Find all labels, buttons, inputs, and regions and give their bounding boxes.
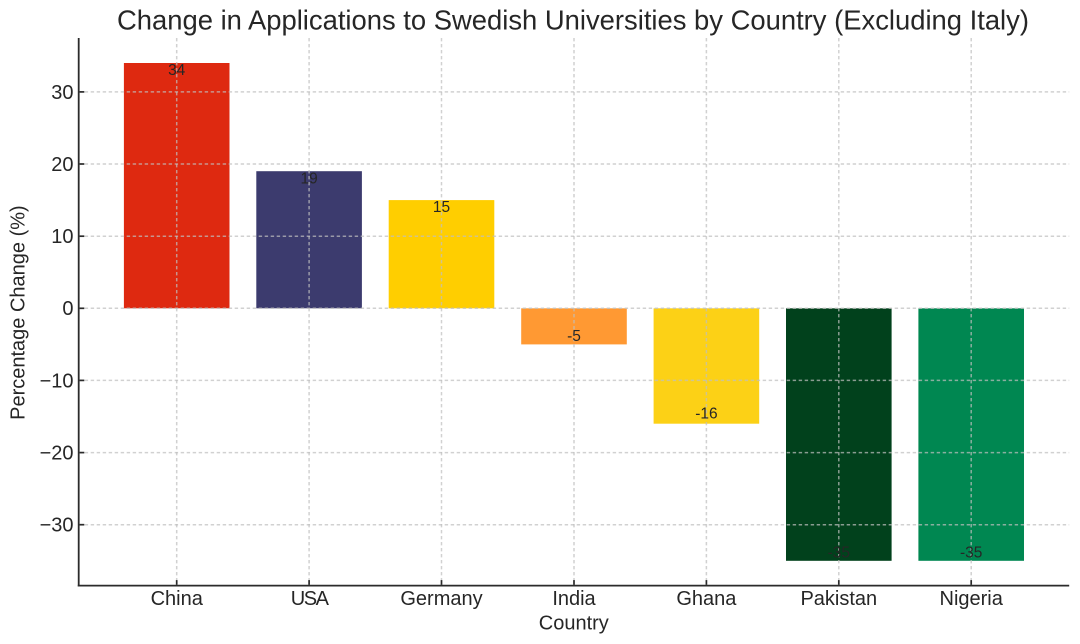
svg-text:USA: USA xyxy=(291,588,330,610)
svg-text:34: 34 xyxy=(168,62,186,79)
svg-text:19: 19 xyxy=(300,170,317,187)
svg-text:Ghana: Ghana xyxy=(676,588,737,610)
svg-text:-35: -35 xyxy=(828,544,850,561)
svg-text:India: India xyxy=(552,588,596,610)
svg-text:20: 20 xyxy=(51,154,73,176)
svg-text:-5: -5 xyxy=(567,328,581,345)
svg-text:China: China xyxy=(151,588,204,610)
svg-text:10: 10 xyxy=(51,226,73,248)
svg-text:−10: −10 xyxy=(40,370,74,392)
svg-text:Percentage Change (%): Percentage Change (%) xyxy=(8,205,30,420)
svg-text:30: 30 xyxy=(51,82,73,104)
svg-text:Pakistan: Pakistan xyxy=(800,588,877,610)
svg-text:Nigeria: Nigeria xyxy=(940,588,1004,610)
svg-text:Country: Country xyxy=(539,612,609,634)
svg-text:−20: −20 xyxy=(40,443,74,465)
svg-text:−30: −30 xyxy=(40,515,74,537)
svg-text:Germany: Germany xyxy=(400,588,482,610)
svg-text:0: 0 xyxy=(62,298,73,320)
svg-text:15: 15 xyxy=(433,199,450,216)
svg-text:Change in Applications to Swed: Change in Applications to Swedish Univer… xyxy=(117,4,1029,35)
svg-text:-35: -35 xyxy=(960,544,982,561)
svg-text:-16: -16 xyxy=(695,405,717,422)
